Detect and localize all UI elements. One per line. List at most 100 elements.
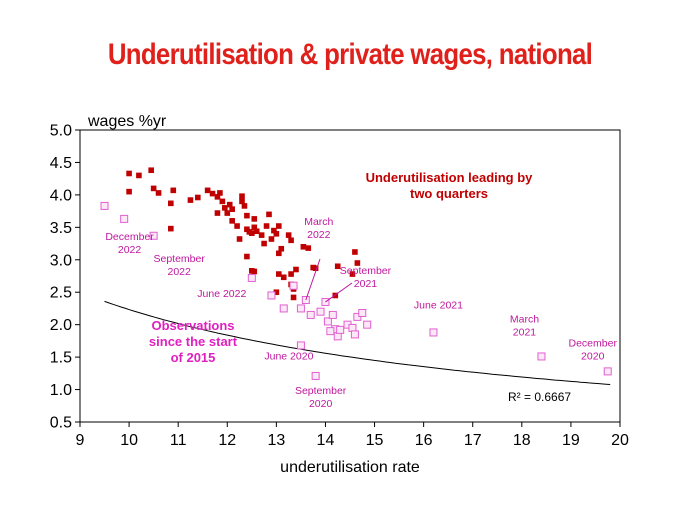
point-label: June 2021 bbox=[414, 299, 463, 311]
data-point-hollow bbox=[537, 352, 546, 361]
data-point-filled bbox=[126, 188, 132, 195]
data-point-filled bbox=[276, 223, 282, 229]
data-point-filled bbox=[168, 200, 174, 207]
data-point-hollow bbox=[279, 304, 288, 313]
data-point-hollow bbox=[289, 281, 298, 290]
data-point-filled bbox=[239, 193, 245, 199]
trend-line bbox=[104, 300, 611, 385]
data-point-hollow bbox=[306, 310, 315, 319]
x-tick-label: 14 bbox=[317, 432, 335, 449]
data-point-filled bbox=[244, 253, 250, 260]
data-point-filled bbox=[305, 245, 312, 251]
y-tick-label: 4.5 bbox=[50, 155, 72, 172]
data-point-filled bbox=[349, 271, 356, 277]
point-label: 2020 bbox=[581, 350, 605, 362]
data-point-filled bbox=[234, 223, 240, 229]
data-point-hollow bbox=[328, 310, 337, 319]
data-point-hollow bbox=[348, 323, 357, 332]
data-point-hollow bbox=[333, 332, 342, 341]
data-point-filled bbox=[241, 203, 248, 209]
y-axis-ticks: 0.5 1.0 1.5 2.0 2.5 3.0 3.5 4.0 4.5 5.0 bbox=[50, 123, 80, 432]
data-point-hollow bbox=[603, 367, 612, 376]
point-label: September bbox=[340, 265, 392, 277]
data-points bbox=[100, 167, 612, 380]
data-point-hollow bbox=[316, 307, 325, 316]
data-point-filled bbox=[268, 236, 275, 242]
data-point-filled bbox=[251, 268, 258, 275]
point-label: September bbox=[295, 385, 347, 397]
x-tick-label: 11 bbox=[170, 432, 187, 449]
y-tick-label: 0.5 bbox=[50, 415, 72, 432]
data-point-hollow bbox=[267, 291, 276, 300]
data-point-filled bbox=[136, 172, 142, 179]
data-point-filled bbox=[229, 206, 235, 212]
data-point-hollow bbox=[247, 273, 256, 282]
point-label: 2020 bbox=[309, 398, 333, 410]
annotation-leading-line1: Underutilisation leading by bbox=[366, 170, 534, 185]
data-point-filled bbox=[266, 211, 272, 218]
point-label: June 2022 bbox=[197, 288, 246, 300]
data-point-filled bbox=[352, 249, 358, 255]
data-point-filled bbox=[258, 232, 265, 238]
data-point-filled bbox=[168, 225, 174, 232]
data-point-filled bbox=[222, 205, 228, 211]
data-point-filled bbox=[261, 240, 267, 247]
data-point-hollow bbox=[358, 308, 367, 317]
data-point-filled bbox=[150, 185, 157, 192]
data-point-filled bbox=[300, 244, 307, 250]
data-point-hollow bbox=[336, 325, 345, 334]
x-tick-label: 10 bbox=[120, 432, 138, 449]
x-tick-label: 19 bbox=[562, 432, 580, 449]
point-label: 2021 bbox=[354, 278, 378, 290]
plot-frame bbox=[79, 129, 621, 423]
data-point-filled bbox=[219, 198, 226, 205]
point-label: June 2020 bbox=[264, 350, 313, 362]
data-point-filled bbox=[276, 271, 282, 277]
x-tick-label: 16 bbox=[415, 432, 433, 449]
data-point-filled bbox=[148, 167, 154, 174]
x-tick-label: 15 bbox=[366, 432, 384, 449]
data-point-filled bbox=[251, 216, 258, 222]
data-point-filled bbox=[236, 236, 243, 242]
point-label: March bbox=[304, 216, 333, 228]
point-label: December bbox=[569, 337, 618, 349]
leader-line bbox=[305, 258, 321, 301]
x-tick-label: 17 bbox=[464, 432, 482, 449]
data-point-filled bbox=[293, 266, 299, 273]
data-point-hollow bbox=[120, 214, 129, 223]
data-point-filled bbox=[195, 194, 201, 201]
y-tick-label: 2.5 bbox=[50, 285, 72, 302]
data-point-filled bbox=[217, 190, 223, 196]
data-point-filled bbox=[285, 232, 292, 238]
data-point-filled bbox=[251, 224, 258, 231]
y-axis-label: wages %yr bbox=[87, 113, 167, 130]
data-point-hollow bbox=[363, 320, 372, 329]
chart-title: Underutilisation & private wages, nation… bbox=[107, 38, 593, 71]
y-tick-label: 5.0 bbox=[50, 123, 72, 140]
data-point-filled bbox=[126, 170, 132, 177]
x-tick-label: 18 bbox=[513, 432, 531, 449]
x-tick-label: 20 bbox=[611, 432, 629, 449]
data-point-filled bbox=[278, 245, 285, 252]
data-point-filled bbox=[229, 218, 235, 224]
data-point-filled bbox=[155, 190, 162, 196]
r-squared-label: R² = 0.6667 bbox=[508, 390, 571, 404]
data-point-hollow bbox=[296, 304, 305, 313]
data-point-hollow bbox=[149, 231, 158, 240]
y-tick-label: 3.5 bbox=[50, 220, 72, 237]
data-point-filled bbox=[249, 230, 255, 236]
data-point-filled bbox=[239, 198, 245, 205]
x-axis-ticks: 9 10 11 12 13 14 15 16 17 18 19 20 bbox=[76, 422, 629, 449]
y-tick-label: 4.0 bbox=[50, 187, 72, 204]
data-point-hollow bbox=[100, 201, 109, 210]
data-point-filled bbox=[354, 260, 361, 266]
annotation-since2015-line3: of 2015 bbox=[171, 350, 216, 365]
data-point-hollow bbox=[429, 328, 438, 337]
annotation-leading-line2: two quarters bbox=[410, 186, 488, 201]
x-tick-label: 9 bbox=[76, 432, 85, 449]
point-label: 2022 bbox=[307, 229, 331, 241]
data-point-filled bbox=[288, 237, 294, 244]
data-point-filled bbox=[288, 271, 294, 277]
